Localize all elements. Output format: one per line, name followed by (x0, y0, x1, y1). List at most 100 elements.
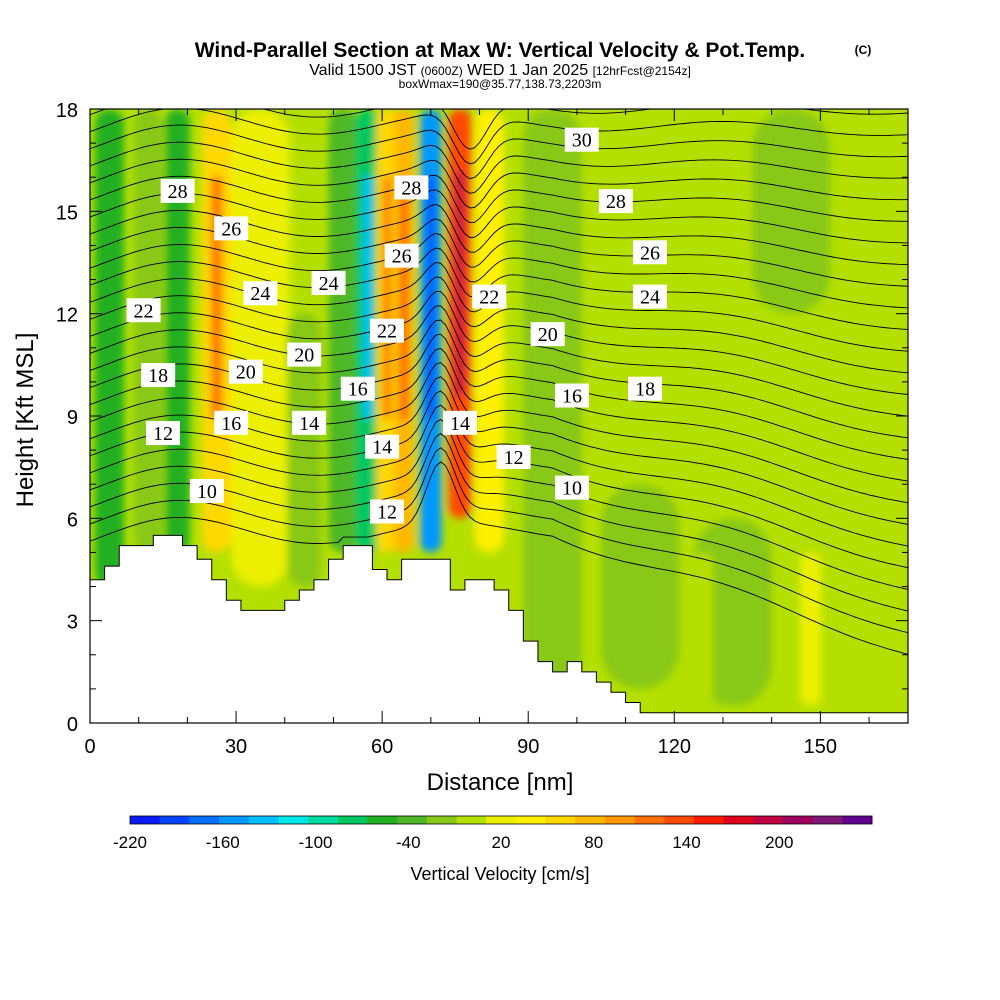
theta-contour-line (90, 390, 908, 547)
contour-label-text: 12 (504, 447, 524, 469)
colorbar-swatch (248, 816, 279, 824)
contour-label: 22 (126, 298, 161, 323)
contour-label-box (555, 383, 590, 408)
colorbar-swatch (545, 816, 576, 824)
contour-label-box (292, 410, 327, 435)
colorbar-swatch (426, 816, 457, 824)
contour-label-box (370, 318, 405, 343)
colorbar-swatch (130, 816, 161, 824)
y-tick-label: 9 (67, 407, 78, 429)
contour-label-text: 26 (221, 218, 241, 240)
contour-label: 22 (370, 318, 405, 343)
y-tick-label: 3 (67, 612, 78, 634)
w-band (328, 109, 358, 553)
contour-label: 12 (146, 421, 181, 446)
contour-label-text: 28 (606, 191, 626, 213)
y-tick-label: 18 (56, 100, 78, 122)
contour-label-box (598, 189, 633, 214)
theta-contour-line (90, 291, 908, 395)
contour-label-box (530, 322, 565, 347)
x-tick-label: 150 (804, 736, 837, 758)
theta-contour-line (90, 362, 908, 504)
theta-contour-line (90, 124, 908, 180)
contour-label: 18 (628, 376, 663, 401)
contour-label-text: 24 (319, 273, 339, 295)
colorbar-tick-label: -40 (396, 833, 421, 852)
contour-label-box (370, 499, 405, 524)
y-tick-label: 12 (56, 305, 78, 327)
contour-label-text: 28 (168, 181, 188, 203)
contour-label-box (628, 376, 663, 401)
x-axis-label: Distance [nm] (427, 769, 574, 796)
colorbar-swatch (575, 816, 606, 824)
theta-contour-line (90, 461, 908, 655)
contour-label: 16 (340, 376, 375, 401)
theta-contour-line (90, 232, 908, 309)
contour-label: 24 (311, 270, 346, 295)
w-band (601, 484, 680, 689)
theta-contour-line (90, 433, 908, 612)
w-band (799, 552, 822, 706)
w-band (287, 313, 322, 587)
contour-label: 16 (555, 383, 590, 408)
valid-utc: (0600Z) (421, 64, 463, 78)
contour-label-text: 18 (635, 379, 655, 401)
colorbar-tick-label: 200 (765, 833, 793, 852)
contour-label-text: 24 (250, 283, 270, 305)
theta-contour-line (90, 109, 908, 165)
x-tick-label: 90 (517, 736, 539, 758)
colorbar-swatch (723, 816, 754, 824)
contour-label-text: 20 (236, 362, 256, 384)
contour-label-box (472, 284, 507, 309)
theta-contour-labels: 28 26 24 24 22 18 20 20 16 14 16 12 10 28 26 22 14 12 14 22… (126, 127, 667, 524)
w-band (165, 109, 190, 553)
colorbar-tick-label: -220 (113, 833, 147, 852)
contour-label-box (496, 444, 531, 469)
contour-label-box (146, 421, 181, 446)
y-axis-label: Height [Kft MSL] (12, 333, 39, 508)
w-band (523, 109, 582, 689)
contour-label-text: 12 (377, 502, 397, 524)
w-band (231, 109, 290, 587)
w-band (94, 109, 125, 587)
theta-contour-line (90, 141, 908, 194)
colorbar-swatch (159, 816, 190, 824)
contour-label: 26 (214, 216, 249, 241)
colorbar-swatch (664, 816, 695, 824)
contour-label: 14 (443, 410, 478, 435)
contour-label-box (384, 243, 419, 268)
contour-label: 20 (287, 342, 322, 367)
w-band-core (383, 175, 391, 420)
contour-label-text: 22 (377, 321, 397, 343)
contour-label: 12 (496, 444, 531, 469)
colorbar-swatch (842, 816, 873, 824)
theta-contours (90, 109, 908, 655)
y-axis: 0 3 6 9 12 15 18 (56, 100, 908, 736)
contour-label: 26 (384, 243, 419, 268)
valid-time-line: Valid 1500 JST (0600Z) WED 1 Jan 2025 [1… (309, 62, 691, 79)
contour-label: 24 (632, 284, 667, 309)
colorbar-frame (129, 815, 873, 825)
contour-label: 18 (141, 363, 176, 388)
theta-contour-line (90, 319, 908, 439)
theta-contour-line (90, 109, 908, 150)
chart-title: Wind-Parallel Section at Max W: Vertical… (195, 39, 806, 62)
valid-prefix: Valid 1500 JST (309, 62, 417, 79)
contour-label-box (126, 298, 161, 323)
contour-label: 24 (243, 281, 278, 306)
contour-label-text: 30 (572, 130, 592, 152)
x-tick-label: 120 (658, 736, 691, 758)
theta-contour-line (90, 174, 908, 224)
contour-label-text: 14 (450, 413, 470, 435)
colorbar-swatch (397, 816, 428, 824)
w-band-core (363, 175, 372, 420)
colorbar-swatch (189, 816, 220, 824)
plot-area: 28 26 24 24 22 18 20 20 16 14 16 12 10 28 26 22 14 12 14 22… (90, 109, 908, 723)
w-band (133, 109, 164, 553)
colorbar-tick-label: -160 (206, 833, 240, 852)
y-tick-label: 6 (67, 509, 78, 531)
contour-label-box (214, 216, 249, 241)
contour-label-box (632, 284, 667, 309)
w-band (474, 109, 504, 553)
colorbar-swatch (367, 816, 398, 824)
